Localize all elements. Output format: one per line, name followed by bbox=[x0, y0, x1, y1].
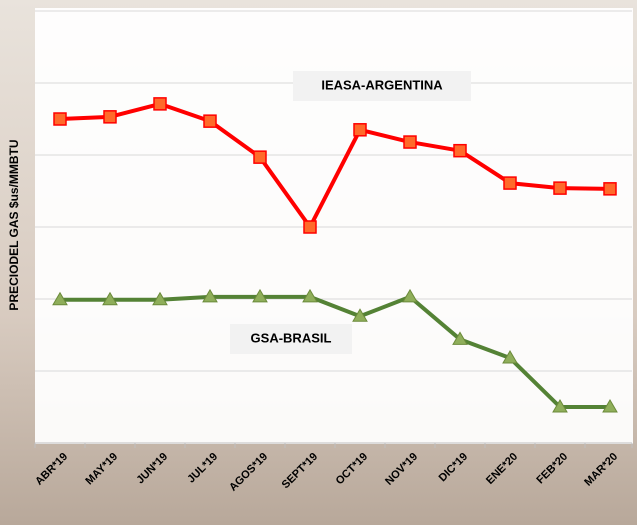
series-label-box bbox=[230, 324, 352, 354]
series-label: IEASA-ARGENTINA bbox=[321, 77, 443, 92]
marker bbox=[353, 123, 367, 137]
marker bbox=[52, 291, 68, 306]
marker bbox=[603, 182, 617, 196]
series-line bbox=[60, 294, 610, 409]
marker bbox=[602, 399, 618, 413]
marker bbox=[202, 288, 218, 303]
marker bbox=[452, 331, 468, 345]
marker bbox=[352, 308, 368, 322]
marker bbox=[253, 150, 267, 164]
marker bbox=[303, 220, 317, 234]
series-line bbox=[59, 101, 611, 229]
marker bbox=[402, 288, 418, 303]
marker bbox=[103, 110, 117, 124]
marker bbox=[252, 288, 268, 303]
marker bbox=[102, 291, 118, 306]
marker bbox=[302, 288, 318, 303]
marker bbox=[153, 97, 167, 111]
marker bbox=[453, 143, 467, 158]
marker bbox=[502, 350, 518, 364]
marker bbox=[552, 399, 568, 413]
series-label: GSA-BRASIL bbox=[251, 330, 332, 345]
marker bbox=[203, 114, 217, 128]
marker bbox=[152, 291, 168, 306]
y-axis-label: PRECIODEL GAS $us/MMBTU bbox=[7, 139, 21, 310]
marker bbox=[403, 135, 417, 149]
marker bbox=[503, 176, 517, 190]
series-label-box bbox=[293, 71, 471, 101]
marker bbox=[553, 181, 567, 195]
marker bbox=[53, 112, 67, 126]
